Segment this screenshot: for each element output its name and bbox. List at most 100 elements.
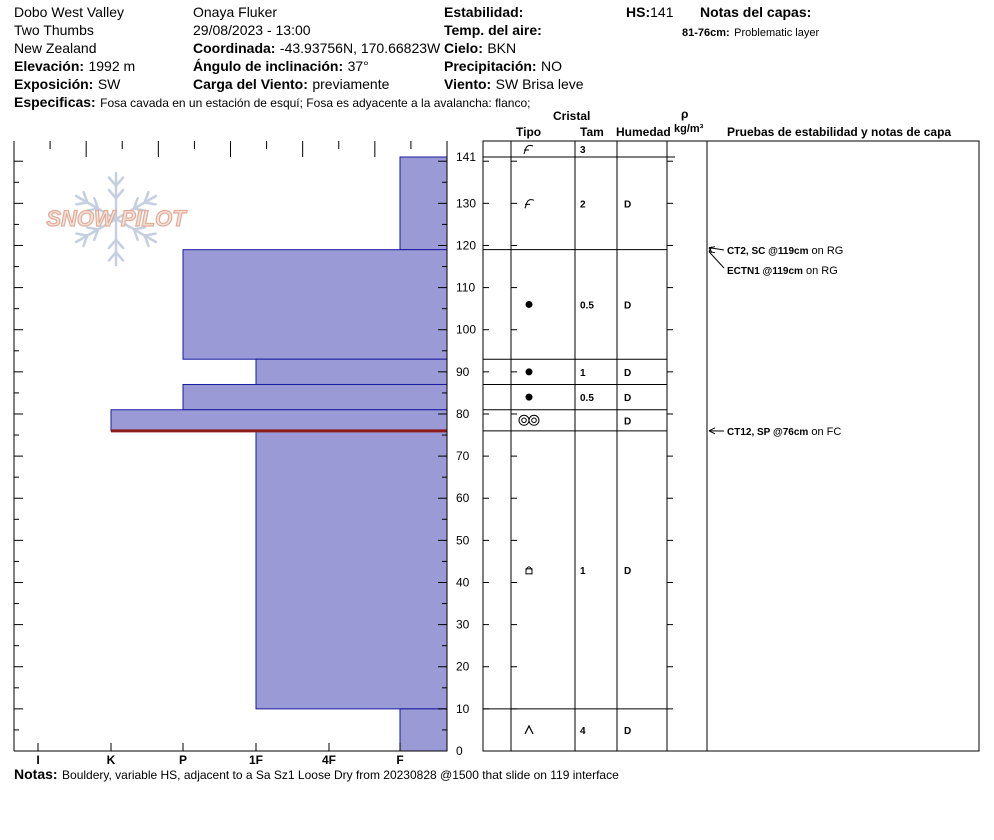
y-tick-label: 0 xyxy=(456,744,463,758)
aspect-field: Exposición: SW xyxy=(14,77,120,93)
layer-notes-label: Notas del capas: xyxy=(700,4,812,20)
aspect-value: SW xyxy=(97,76,121,92)
test-arrow xyxy=(708,251,725,269)
y-tick-label: 80 xyxy=(456,407,470,421)
x-tick-label: I xyxy=(36,753,39,767)
hardness-bar xyxy=(255,430,448,710)
wetness-code: D xyxy=(624,416,631,427)
observation-datetime: 29/08/2023 - 13:00 xyxy=(193,22,311,38)
sky-label: Cielo: xyxy=(444,40,483,56)
y-tick-label: 100 xyxy=(456,323,476,337)
wind-load-field: Carga del Viento: previamente xyxy=(193,77,389,93)
y-tick-label: 50 xyxy=(456,533,470,547)
sky-field: Cielo: BKN xyxy=(444,41,516,57)
coordinate-value: -43.93756N, 170.66823W xyxy=(279,40,441,56)
x-tick-label: P xyxy=(179,753,187,767)
y-tick-label: 110 xyxy=(456,281,475,295)
wetness-code: D xyxy=(624,566,631,577)
grain-size: 0.5 xyxy=(580,393,594,404)
notes-value: Bouldery, variable HS, adjacent to a Sa … xyxy=(62,768,619,782)
coordinate-label: Coordinada: xyxy=(193,40,276,56)
wetness-code: D xyxy=(624,368,631,379)
slope-value: 37° xyxy=(347,58,369,74)
y-tick-label: 10 xyxy=(456,702,470,716)
location-name: Dobo West Valley xyxy=(14,4,124,20)
elevation-field: Elevación: 1992 m xyxy=(14,59,135,75)
snowflake-icon xyxy=(74,171,158,267)
hardness-bar xyxy=(255,358,448,385)
grain-size: 1 xyxy=(580,566,586,577)
wetness-code: D xyxy=(624,393,631,404)
coordinate-field: Coordinada: -43.93756N, 170.66823W xyxy=(193,41,440,57)
x-tick-label: K xyxy=(107,753,116,767)
notes-label: Notas: xyxy=(14,766,58,782)
grain-depth-hoar-icon xyxy=(524,724,534,735)
area-name: Two Thumbs xyxy=(14,22,94,38)
y-tick-label: 30 xyxy=(456,618,470,632)
grain-size: 4 xyxy=(580,726,586,737)
slope-label: Ángulo de inclinación: xyxy=(193,58,344,74)
wetness-code: D xyxy=(624,199,631,210)
y-tick-label: 70 xyxy=(456,449,470,463)
precip-label: Precipitación: xyxy=(444,58,537,74)
hs-field: HS:141 xyxy=(626,5,673,21)
sky-value: BKN xyxy=(487,40,517,56)
y-tick-label: 60 xyxy=(456,491,470,505)
hardness-bar xyxy=(182,383,448,411)
logo-text: SNOW PILOT xyxy=(46,206,187,231)
y-tick-label: 40 xyxy=(456,575,470,589)
y-tick-label: 130 xyxy=(456,196,476,210)
snowpilot-logo: SNOW PILOT xyxy=(46,171,188,267)
grain-melt-forms-icon xyxy=(518,414,540,426)
grain-precipitation-particles-icon xyxy=(523,144,534,155)
wind-field: Viento: SW Brisa leve xyxy=(444,77,584,93)
y-tick-label: 120 xyxy=(456,238,476,252)
column-header-rho: ρ xyxy=(681,107,689,121)
stability-label: Estabilidad: xyxy=(444,4,524,20)
hardness-bar xyxy=(182,249,448,360)
wind-load-label: Carga del Viento: xyxy=(193,76,308,92)
column-header-cristal: Cristal xyxy=(553,109,591,123)
arrowhead xyxy=(708,246,716,254)
grain-size: 1 xyxy=(580,368,586,379)
country-name: New Zealand xyxy=(14,40,97,56)
specifics-field: Especificas: Fosa cavada en un estación … xyxy=(14,95,530,111)
arrowhead xyxy=(708,427,716,435)
observer-name: Onaya Fluker xyxy=(193,4,278,20)
elevation-value: 1992 m xyxy=(88,58,136,74)
air-temp-label: Temp. del aire: xyxy=(444,22,542,38)
precip-field: Precipitación: NO xyxy=(444,59,562,75)
precip-value: NO xyxy=(541,58,563,74)
grain-rounded-icon xyxy=(525,393,533,401)
aspect-label: Exposición: xyxy=(14,76,94,92)
column-header-tam: Tam xyxy=(580,125,604,139)
grain-precipitation-particles-icon xyxy=(524,199,535,209)
x-tick-label: 4F xyxy=(322,753,336,767)
hs-label: HS: xyxy=(626,4,651,20)
specifics-value: Fosa cavada en un estación de esquí; Fos… xyxy=(100,96,531,110)
column-header-tests: Pruebas de estabilidad y notas de capa xyxy=(727,125,952,139)
stability-test-label: ECTN1 @119cm on RG xyxy=(727,265,838,277)
y-tick-label: 20 xyxy=(456,660,470,674)
layer-note-text: Problematic layer xyxy=(734,27,820,39)
x-tick-label: F xyxy=(396,753,403,767)
wind-load-value: previamente xyxy=(312,76,390,92)
hs-value: 141 xyxy=(650,4,674,20)
hardness-bar xyxy=(110,409,448,432)
grain-rounded-icon xyxy=(525,300,533,308)
grain-faceted-rounded-icon xyxy=(525,566,533,575)
column-header-humedad: Humedad xyxy=(616,125,671,139)
stability-test-label: CT12, SP @76cm on FC xyxy=(727,426,841,438)
y-tick-label: 141 xyxy=(456,150,476,164)
grain-size: 2 xyxy=(580,199,586,210)
notes-field: Notas: Bouldery, variable HS, adjacent t… xyxy=(14,767,619,783)
wetness-code: D xyxy=(624,300,631,311)
layer-note-range: 81-76cm: xyxy=(682,27,730,39)
layer-note: 81-76cm: Problematic layer xyxy=(682,24,819,40)
specifics-label: Especificas: xyxy=(14,94,96,110)
y-tick-label: 90 xyxy=(456,365,470,379)
slope-field: Ángulo de inclinación: 37° xyxy=(193,59,369,75)
wind-value: SW Brisa leve xyxy=(495,76,584,92)
grain-size: 3 xyxy=(580,145,586,156)
grain-size: 0.5 xyxy=(580,300,594,311)
